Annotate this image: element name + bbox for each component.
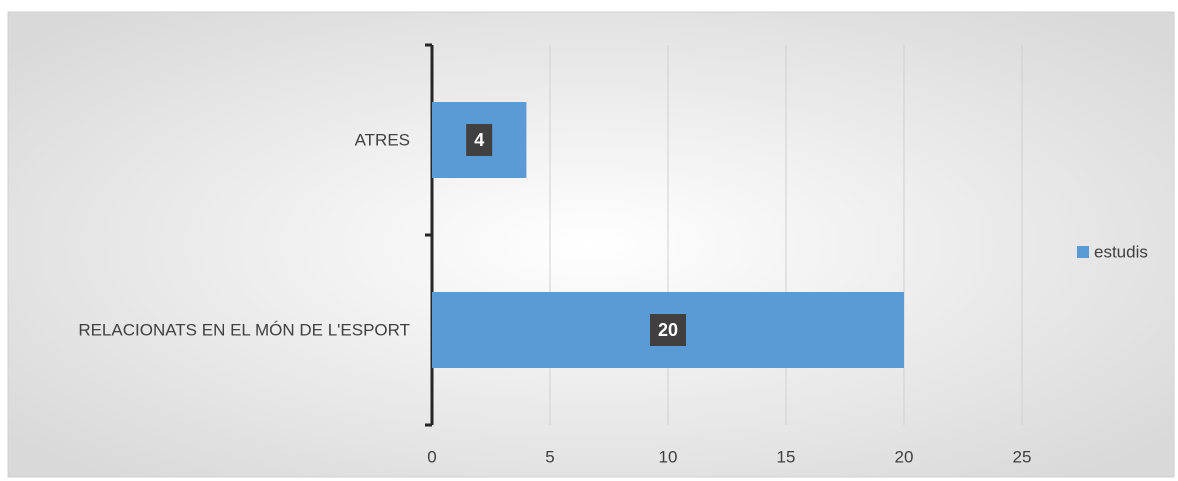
chart-background — [7, 11, 1175, 478]
data-label-box — [466, 124, 493, 156]
y-tick-label: ATRES — [355, 130, 410, 149]
x-tick-label: 25 — [1013, 447, 1032, 466]
data-label: 20 — [658, 320, 678, 340]
x-tick-label: 15 — [777, 447, 796, 466]
data-label: 4 — [474, 130, 484, 150]
legend-label: estudis — [1094, 242, 1148, 261]
y-tick-label: RELACIONATS EN EL MÓN DE L'ESPORT — [78, 320, 410, 339]
x-tick-label: 5 — [545, 447, 554, 466]
data-label-box — [649, 314, 687, 346]
legend-swatch — [1077, 246, 1089, 258]
x-tick-label: 10 — [659, 447, 678, 466]
x-tick-label: 0 — [427, 447, 436, 466]
x-tick-label: 20 — [895, 447, 914, 466]
